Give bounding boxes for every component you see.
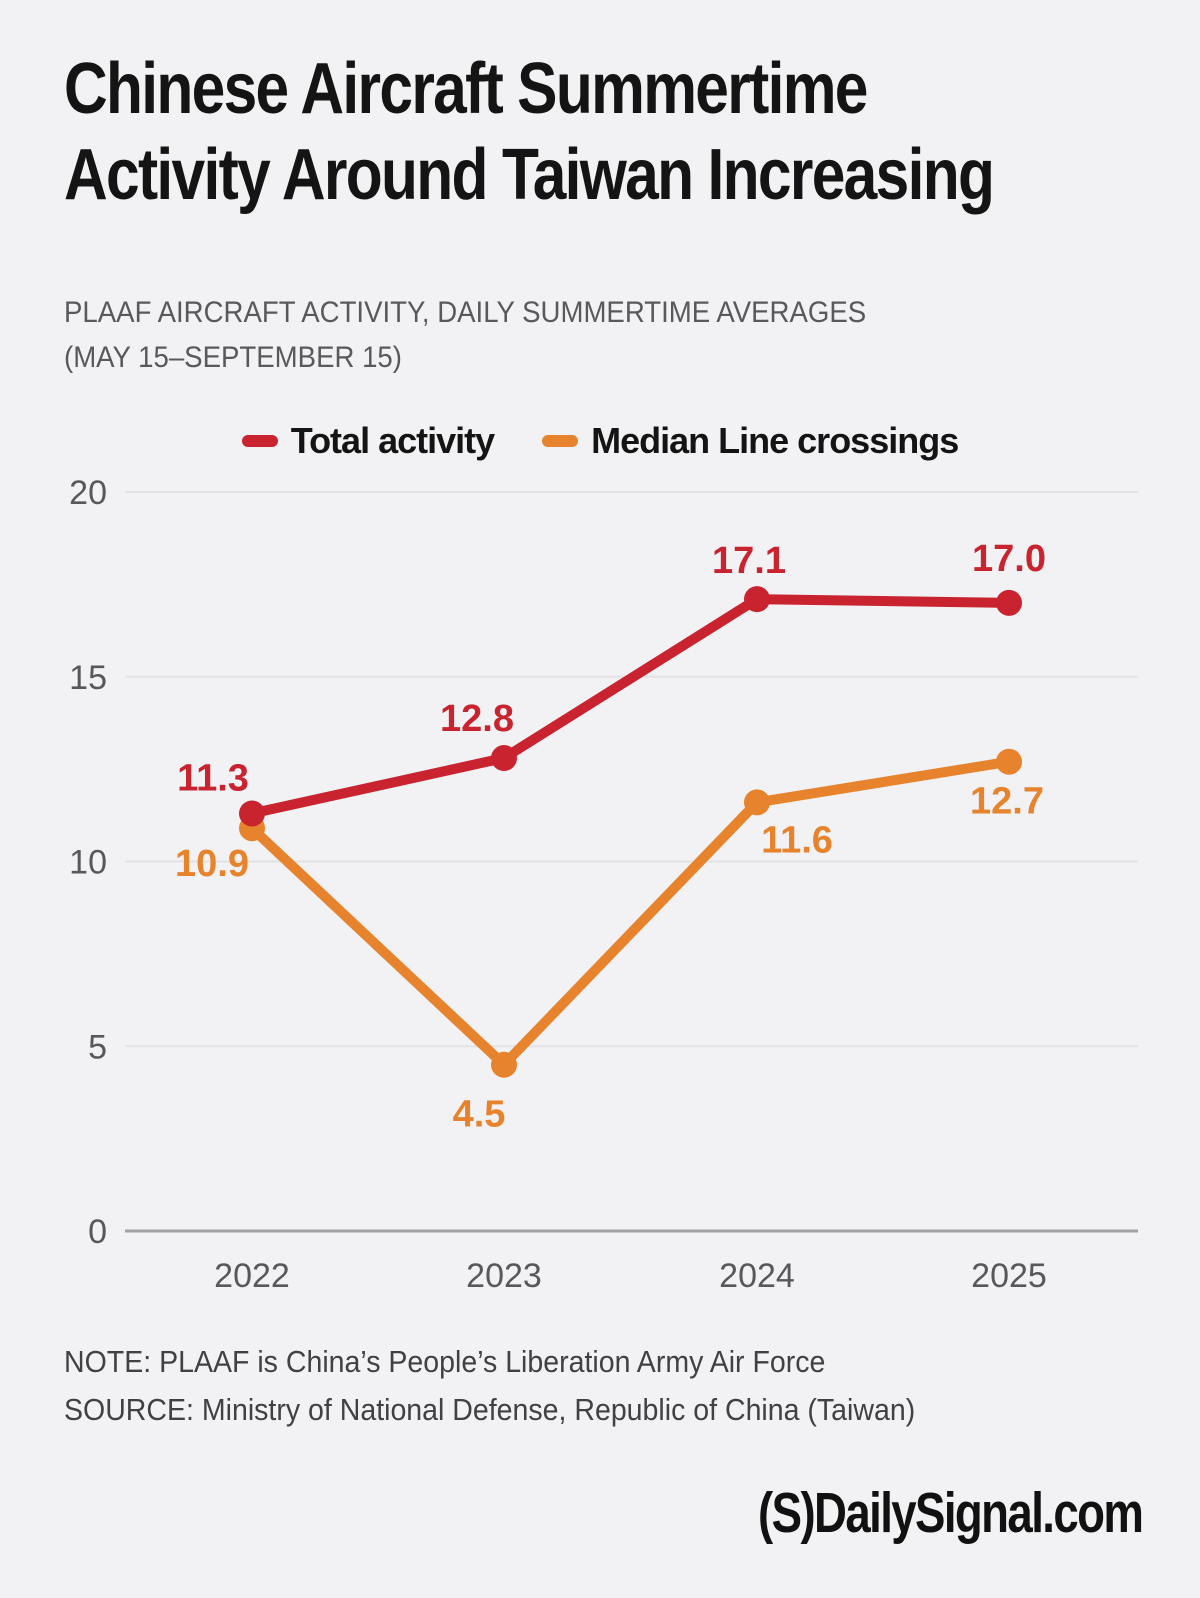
data-point: [491, 1051, 517, 1078]
x-tick-label: 2025: [971, 1257, 1047, 1295]
data-point: [491, 745, 517, 772]
legend-item-total-activity: Total activity: [241, 420, 495, 462]
y-tick-label: 15: [69, 659, 107, 697]
y-tick-label: 0: [88, 1213, 107, 1251]
data-point: [996, 589, 1022, 616]
data-label: 17.1: [712, 540, 786, 582]
chart-legend: Total activity Median Line crossings: [0, 420, 1200, 462]
legend-label-total-activity: Total activity: [290, 420, 495, 461]
data-point: [744, 789, 770, 816]
y-tick-label: 10: [69, 844, 107, 882]
data-label: 4.5: [453, 1094, 506, 1136]
y-tick-label: 20: [69, 474, 107, 512]
chart-subtitle-line2: (MAY 15–SEPTEMBER 15): [64, 341, 402, 374]
data-label: 12.7: [970, 781, 1044, 823]
x-tick-label: 2022: [214, 1257, 290, 1295]
series-line: [247, 594, 1014, 819]
source-text: SOURCE: Ministry of National Defense, Re…: [64, 1392, 916, 1427]
page-title: Chinese Aircraft Summertime Activity Aro…: [64, 46, 995, 218]
series-line: [247, 756, 1014, 1070]
data-label: 11.6: [761, 819, 833, 861]
chart-svg: 0 5 10 15 20 2022 2023 2024 2025 10.9 4.5 11.6 12.7 1…: [69, 474, 1138, 1295]
data-point: [239, 800, 265, 827]
page-title-line2: Activity Around Taiwan Increasing: [64, 135, 995, 215]
x-tick-label: 2023: [466, 1257, 542, 1295]
chart-subtitle-line1: PLAAF AIRCRAFT ACTIVITY, DAILY SUMMERTIM…: [64, 296, 867, 329]
data-label: 11.3: [177, 757, 249, 799]
chart-notes: NOTE: PLAAF is China’s People’s Liberati…: [64, 1338, 915, 1434]
data-point: [744, 586, 770, 613]
data-label: 10.9: [175, 843, 249, 885]
page-title-line1: Chinese Aircraft Summertime: [64, 49, 868, 129]
data-label: 17.0: [972, 538, 1046, 580]
legend-swatch-median-line-crossings: [542, 435, 579, 447]
data-point: [996, 748, 1022, 775]
legend-label-median-line-crossings: Median Line crossings: [591, 420, 959, 461]
x-tick-label: 2024: [719, 1257, 795, 1295]
dailysignal-logo: (S)DailySignal.com: [757, 1481, 1144, 1545]
legend-item-median-line-crossings: Median Line crossings: [542, 420, 959, 462]
y-tick-label: 5: [88, 1028, 107, 1066]
data-label: 12.8: [440, 698, 514, 740]
legend-swatch-total-activity: [241, 435, 278, 447]
note-text: NOTE: PLAAF is China’s People’s Liberati…: [64, 1344, 826, 1379]
chart-subtitle: PLAAF AIRCRAFT ACTIVITY, DAILY SUMMERTIM…: [64, 290, 866, 380]
